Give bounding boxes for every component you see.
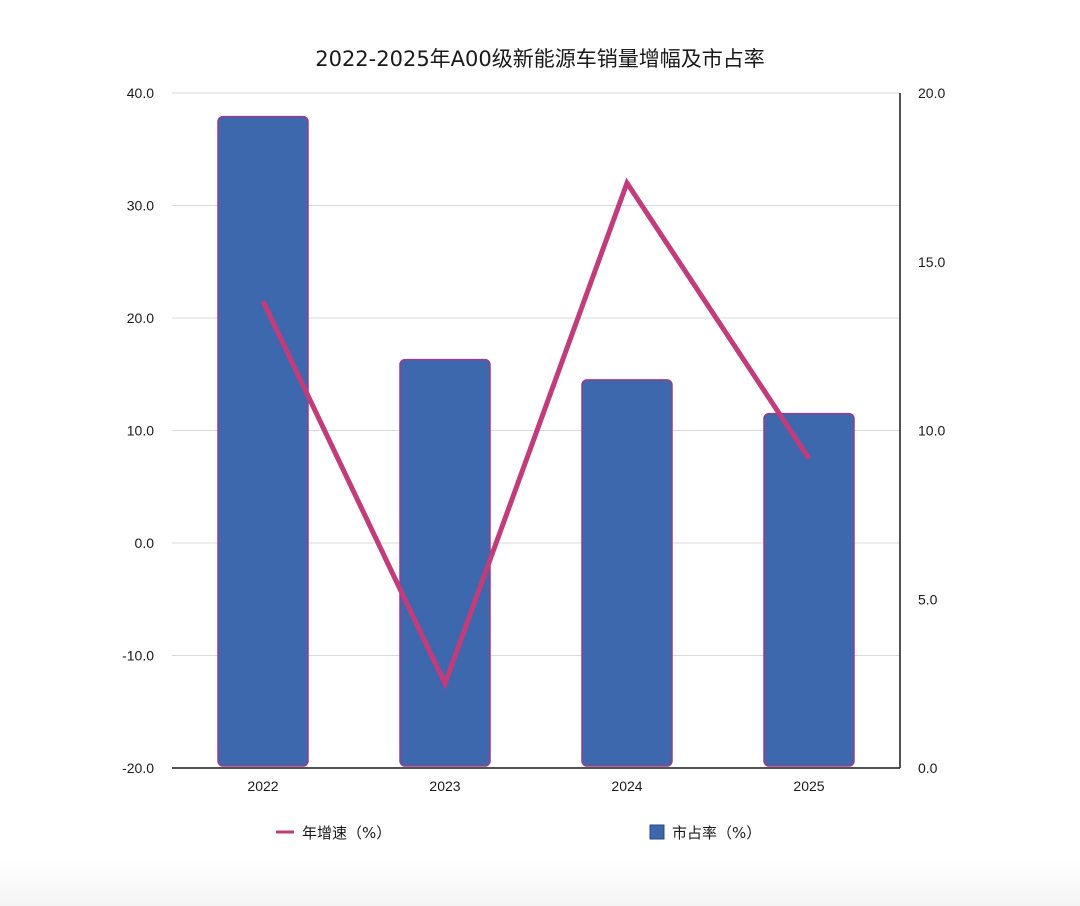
- x-tick-label: 2022: [247, 778, 278, 794]
- left-tick-label: 10.0: [127, 423, 154, 439]
- right-axis-ticks: 0.0 5.0 10.0 15.0 20.0: [918, 85, 945, 776]
- bar: [399, 358, 491, 767]
- right-tick-label: 15.0: [918, 254, 945, 270]
- axes: [172, 93, 901, 769]
- right-tick-label: 20.0: [918, 85, 945, 101]
- right-tick-label: 10.0: [918, 423, 945, 439]
- legend-bar-label: 市占率（%）: [672, 824, 761, 842]
- legend-bar-swatch: [649, 824, 665, 840]
- left-tick-label: 30.0: [127, 198, 154, 214]
- bar: [217, 115, 309, 767]
- right-tick-label: 5.0: [918, 591, 938, 607]
- legend-line-label: 年增速（%）: [302, 824, 391, 842]
- legend: 年增速（%） 市占率（%）: [276, 824, 761, 842]
- chart-title: 2022-2025年A00级新能源车销量增幅及市占率: [315, 47, 765, 71]
- left-axis-ticks: -20.0 -10.0 0.0 10.0 20.0 30.0 40.0: [122, 85, 154, 776]
- bar: [763, 412, 855, 767]
- x-axis-ticks: 2022 2023 2024 2025: [247, 778, 824, 794]
- right-tick-label: 0.0: [918, 760, 938, 776]
- bar-series: [217, 115, 855, 767]
- bar: [581, 379, 673, 767]
- left-tick-label: -10.0: [122, 648, 154, 664]
- line-series: [260, 177, 812, 691]
- left-tick-label: 20.0: [127, 310, 154, 326]
- left-tick-label: 0.0: [135, 535, 155, 551]
- x-tick-label: 2023: [429, 778, 460, 794]
- left-tick-label: -20.0: [122, 760, 154, 776]
- line-path: [260, 177, 812, 691]
- left-tick-label: 40.0: [127, 85, 154, 101]
- x-tick-label: 2024: [611, 778, 642, 794]
- x-tick-label: 2025: [793, 778, 824, 794]
